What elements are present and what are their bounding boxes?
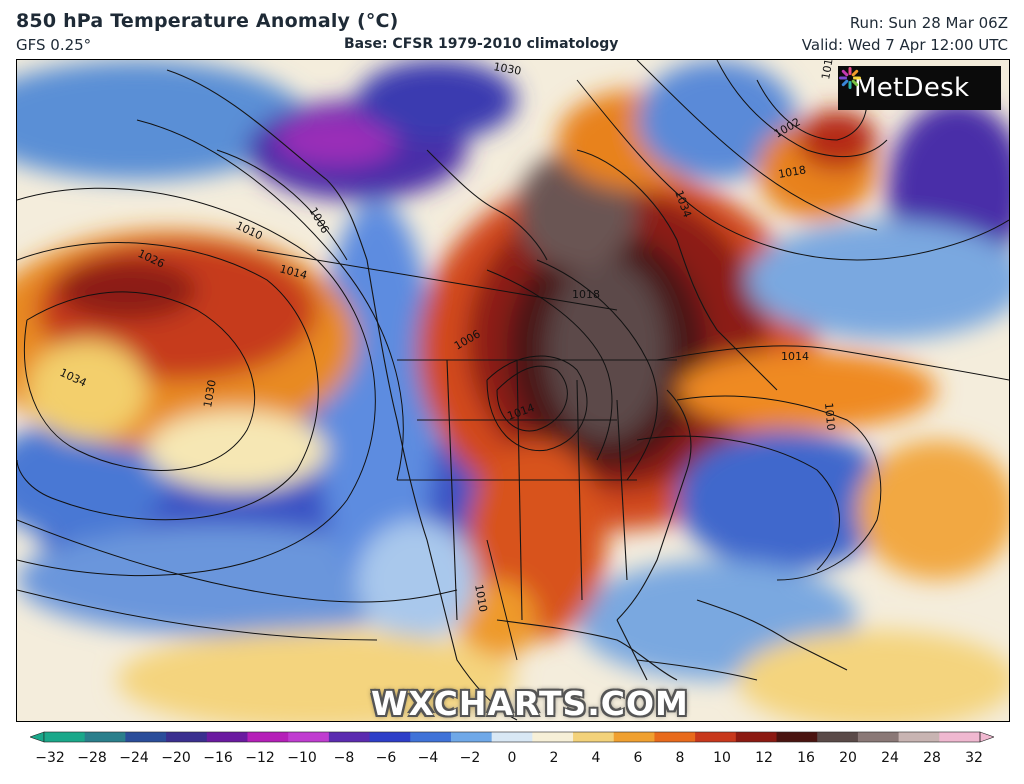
scale-tick-label: −16	[203, 750, 233, 766]
scale-segment	[288, 732, 330, 742]
scale-segment	[857, 732, 900, 742]
coastlines	[166, 69, 848, 721]
metdesk-flower-icon	[839, 67, 861, 89]
scale-tick-label: 12	[755, 750, 773, 766]
isobars	[17, 60, 1009, 661]
scale-tick-label: 32	[965, 750, 983, 766]
scale-segment	[613, 732, 656, 742]
scale-tick-label: −24	[119, 750, 149, 766]
scale-segment	[166, 732, 208, 742]
scale-segment	[125, 732, 167, 742]
scale-segment	[369, 732, 411, 742]
chart-header: 850 hPa Temperature Anomaly (°C) GFS 0.2…	[0, 0, 1024, 58]
scale-segment	[450, 732, 493, 742]
isobar-label: 1010	[472, 583, 490, 613]
anomaly-field: 1034 1030 1010 1014 1018 1026 1006 1034 …	[17, 60, 1009, 721]
scale-segment	[695, 732, 737, 742]
scale-tick-label: 0	[507, 750, 517, 766]
isobar-label: 1014	[781, 350, 809, 363]
base-climatology-label: Base: CFSR 1979-2010 climatology	[344, 36, 619, 52]
scale-tick-label: −20	[161, 750, 191, 766]
isobar-label: 1018	[777, 163, 807, 181]
color-scale-bar	[29, 731, 995, 743]
scale-segment	[776, 732, 818, 742]
scale-tick-label: −28	[77, 750, 107, 766]
scale-tick-label: −4	[417, 750, 439, 766]
scale-tick-label: 8	[675, 750, 685, 766]
isobar-label: 1030	[492, 60, 522, 78]
watermark: WXCHARTS.COM	[371, 684, 689, 722]
scale-segment	[654, 732, 696, 742]
scale-tick-label: −6	[375, 750, 397, 766]
isobar-label: 1010	[822, 402, 837, 431]
scale-tick-label: −10	[287, 750, 317, 766]
isobar-label: 1030	[201, 379, 219, 409]
scale-segment	[817, 732, 859, 742]
scale-tick-label: −12	[245, 750, 275, 766]
scale-right-arrow	[979, 731, 995, 743]
scale-tick-label: 4	[591, 750, 601, 766]
valid-time-label: Valid: Wed 7 Apr 12:00 UTC	[801, 36, 1008, 54]
scale-tick-label: 24	[881, 750, 899, 766]
scale-tick-label: 10	[713, 750, 731, 766]
scale-tick-label: 28	[923, 750, 941, 766]
brand-name: MetDesk	[854, 73, 970, 103]
scale-segment	[532, 732, 574, 742]
scale-segment	[410, 732, 452, 742]
scale-tick-label: −2	[459, 750, 481, 766]
scale-tick-label: 20	[839, 750, 857, 766]
scale-segment	[898, 732, 940, 742]
isobar-label: 1018	[572, 288, 600, 301]
scale-tick-label: 6	[633, 750, 643, 766]
scale-segment	[206, 732, 249, 742]
scale-tick-label: −32	[35, 750, 65, 766]
scale-tick-label: −8	[333, 750, 355, 766]
scale-tick-label: 2	[549, 750, 559, 766]
metdesk-logo: MetDesk	[838, 66, 1001, 110]
run-time-label: Run: Sun 28 Mar 06Z	[849, 14, 1008, 32]
scale-segment	[573, 732, 615, 742]
color-scale: −32 −28 −24 −20 −16 −12 −10 −8 −6 −4 −2 0 2 4 6 8 10 12 16…	[29, 730, 995, 776]
scale-segment	[491, 732, 533, 742]
model-label: GFS 0.25°	[16, 36, 92, 54]
scale-segment	[939, 732, 981, 742]
scale-segment	[247, 732, 289, 742]
scale-left-arrow	[29, 731, 45, 743]
anomaly-shading	[17, 60, 1009, 721]
scale-segment	[44, 732, 86, 742]
scale-segment	[735, 732, 778, 742]
chart-title: 850 hPa Temperature Anomaly (°C)	[16, 10, 399, 32]
scale-segment	[84, 732, 126, 742]
anomaly-map: 1034 1030 1010 1014 1018 1026 1006 1034 …	[16, 59, 1010, 722]
scale-segment	[328, 732, 371, 742]
isobar-label: 1010	[819, 60, 837, 81]
scale-tick-label: 16	[797, 750, 815, 766]
